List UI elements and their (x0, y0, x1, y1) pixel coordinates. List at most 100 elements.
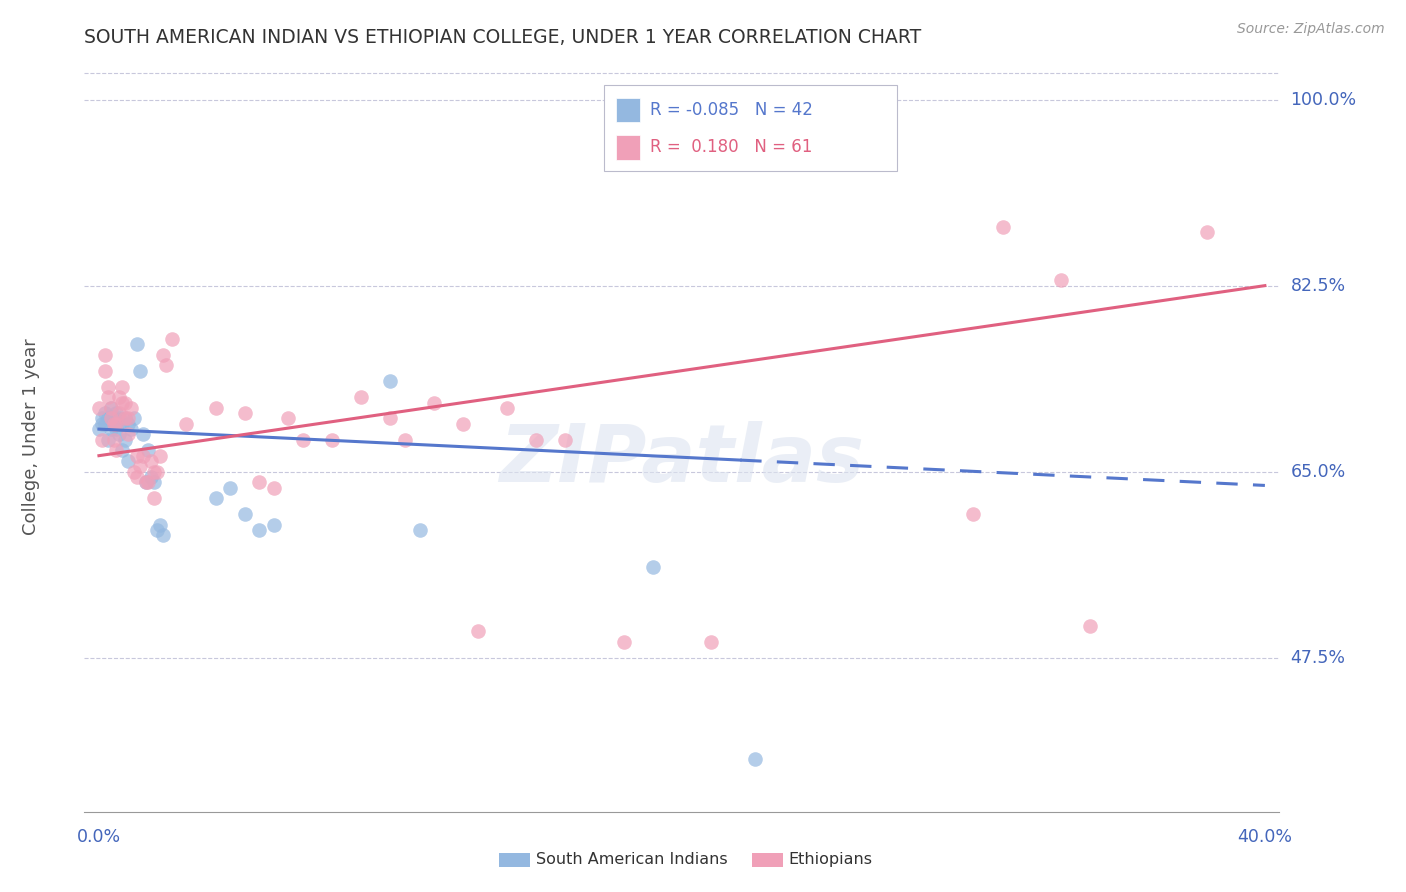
Point (143, 491, 166, 506)
Point (94, 364, 117, 378)
Point (149, 449, 172, 463)
Point (155, 359, 177, 373)
Point (108, 390, 131, 404)
Point (122, 465, 145, 479)
Point (350, 390, 373, 404)
Point (277, 411, 299, 425)
Point (554, 433, 576, 447)
Point (247, 523, 270, 537)
Point (97, 379, 120, 393)
Text: ZIPatlas: ZIPatlas (499, 420, 865, 499)
Point (1195, 226, 1218, 240)
Point (100, 411, 122, 425)
Point (204, 491, 226, 506)
Point (146, 523, 169, 537)
Point (152, 528, 174, 542)
Point (744, 751, 766, 765)
Point (321, 433, 343, 447)
Point (122, 411, 145, 425)
Point (117, 427, 139, 442)
Point (87, 422, 110, 436)
Point (114, 411, 136, 425)
Point (125, 470, 148, 484)
Point (233, 507, 256, 521)
Text: 0.0%: 0.0% (77, 829, 121, 847)
Text: South American Indians: South American Indians (536, 853, 727, 867)
Point (114, 395, 136, 409)
Point (103, 417, 125, 431)
Point (128, 459, 150, 474)
Point (87, 401, 110, 415)
Point (141, 454, 163, 468)
Point (496, 401, 519, 415)
Text: 47.5%: 47.5% (1291, 648, 1346, 666)
Point (97, 411, 120, 425)
Point (962, 507, 984, 521)
Point (97, 390, 120, 404)
Point (613, 634, 636, 648)
Point (94, 406, 117, 420)
Bar (616, 97, 640, 122)
Point (423, 395, 446, 409)
Point (117, 411, 139, 425)
Point (111, 379, 134, 393)
Point (700, 634, 723, 648)
Point (114, 411, 136, 425)
Point (108, 427, 131, 442)
Point (117, 454, 139, 468)
Point (135, 475, 157, 490)
Point (524, 433, 547, 447)
Text: SOUTH AMERICAN INDIAN VS ETHIOPIAN COLLEGE, UNDER 1 YEAR CORRELATION CHART: SOUTH AMERICAN INDIAN VS ETHIOPIAN COLLE… (84, 28, 921, 47)
Point (125, 337, 148, 351)
Point (100, 422, 122, 436)
Point (138, 443, 160, 458)
Point (135, 475, 157, 490)
Point (100, 401, 122, 415)
Point (263, 517, 285, 532)
Text: 40.0%: 40.0% (1237, 829, 1292, 847)
Point (380, 374, 402, 388)
Point (111, 395, 134, 409)
Point (467, 624, 489, 638)
Point (204, 401, 226, 415)
Point (105, 406, 128, 420)
Point (247, 475, 270, 490)
Point (108, 406, 131, 420)
Point (100, 401, 122, 415)
Point (149, 517, 172, 532)
Text: 100.0%: 100.0% (1291, 91, 1357, 109)
Point (114, 433, 136, 447)
Point (394, 433, 416, 447)
Point (291, 433, 314, 447)
Point (105, 422, 128, 436)
Point (1050, 273, 1073, 287)
Text: 65.0%: 65.0% (1291, 463, 1346, 481)
Point (141, 470, 163, 484)
Text: Ethiopians: Ethiopians (789, 853, 873, 867)
Point (219, 481, 242, 495)
Point (233, 406, 256, 420)
Point (125, 449, 148, 463)
Point (103, 433, 125, 447)
Point (103, 411, 125, 425)
Point (143, 475, 166, 490)
Point (875, 140, 897, 154)
Point (120, 422, 142, 436)
Point (128, 364, 150, 378)
Point (143, 465, 166, 479)
Bar (616, 135, 640, 160)
Point (90, 417, 112, 431)
Text: R =  0.180   N = 61: R = 0.180 N = 61 (650, 138, 813, 156)
Point (97, 433, 120, 447)
Point (453, 417, 475, 431)
Point (131, 427, 153, 442)
Point (105, 417, 128, 431)
Point (90, 433, 112, 447)
Point (111, 443, 134, 458)
Point (138, 475, 160, 490)
Text: R = -0.085   N = 42: R = -0.085 N = 42 (650, 101, 813, 119)
Point (160, 332, 183, 346)
Point (94, 348, 117, 362)
Point (380, 411, 402, 425)
Point (105, 443, 128, 458)
